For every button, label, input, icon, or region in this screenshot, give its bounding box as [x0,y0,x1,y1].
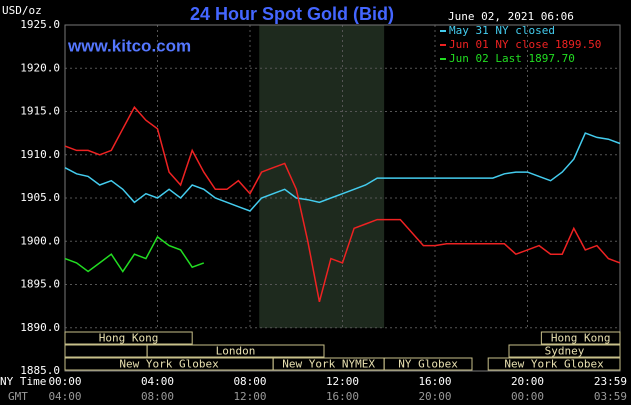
price-line [64,235,205,273]
session-box [383,357,473,371]
session-box [508,344,621,358]
session-box [146,344,325,358]
session-label: New York NYMEX [282,358,375,371]
x-tick-label: 04:00 [141,375,174,388]
timestamp: June 02, 2021 06:06 [448,10,574,23]
x2-tick-label: 12:00 [233,390,266,403]
plot-border [64,24,621,372]
price-line [64,105,621,302]
session-label: London [216,345,256,358]
session-label: Hong Kong [551,332,611,345]
y-tick-label: 1915.0 [20,105,60,118]
x-tick-label: 00:00 [48,375,81,388]
chart-title: 24 Hour Spot Gold (Bid) [190,4,394,24]
x2-tick-label: 08:00 [141,390,174,403]
y-tick-label: 1890.0 [20,321,60,334]
y-tick-label: 1895.0 [20,278,60,291]
watermark: www.kitco.com [67,36,191,55]
session-label: NY Globex [398,358,458,371]
x2-tick-label: 16:00 [326,390,359,403]
y-tick-label: 1920.0 [20,61,60,74]
trading-highlight [259,25,385,328]
x-axis-label: NY Time [0,375,46,388]
session-label: New York Globex [119,358,219,371]
x2-tick-label: 00:00 [511,390,544,403]
y-tick-label: 1925.0 [20,18,60,31]
y-axis-label: USD/oz [2,4,42,17]
legend-label: Jun 02 Last 1897.70 [449,52,575,65]
session-box [540,331,621,345]
y-tick-label: 1910.0 [20,148,60,161]
x-tick-label: 23:59 [594,375,627,388]
x-tick-label: 16:00 [418,375,451,388]
session-box [64,344,148,358]
legend-label: May 31 NY closed [449,24,555,37]
session-box [64,331,193,345]
y-tick-label: 1885.0 [20,364,60,377]
session-label: Sydney [545,345,585,358]
x2-axis-label: GMT [8,390,28,403]
x-tick-label: 20:00 [511,375,544,388]
session-label: Hong Kong [99,332,159,345]
y-tick-label: 1900.0 [20,234,60,247]
legend-label: Jun 01 NY close 1899.50 [449,38,601,51]
session-label: New York Globex [504,358,604,371]
y-tick-label: 1905.0 [20,191,60,204]
session-box [487,357,621,371]
x2-tick-label: 03:59 [594,390,627,403]
x2-tick-label: 04:00 [48,390,81,403]
price-line [64,132,621,212]
x2-tick-label: 20:00 [418,390,451,403]
x-tick-label: 08:00 [233,375,266,388]
x-tick-label: 12:00 [326,375,359,388]
